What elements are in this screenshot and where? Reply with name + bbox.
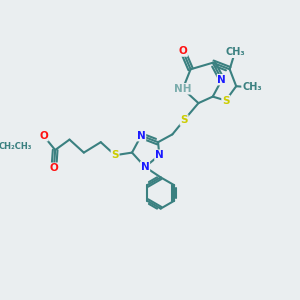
Text: S: S <box>222 95 230 106</box>
Text: N: N <box>155 150 164 160</box>
Text: S: S <box>111 150 119 160</box>
Text: N: N <box>218 75 226 85</box>
Text: O: O <box>50 163 58 173</box>
Text: O: O <box>178 46 187 56</box>
Text: N: N <box>137 131 146 141</box>
Text: CH₂CH₃: CH₂CH₃ <box>0 142 32 151</box>
Text: NH: NH <box>174 84 191 94</box>
Text: CH₃: CH₃ <box>225 47 245 57</box>
Text: S: S <box>180 115 188 125</box>
Text: N: N <box>141 162 149 172</box>
Text: CH₃: CH₃ <box>242 82 262 92</box>
Text: O: O <box>39 131 48 141</box>
